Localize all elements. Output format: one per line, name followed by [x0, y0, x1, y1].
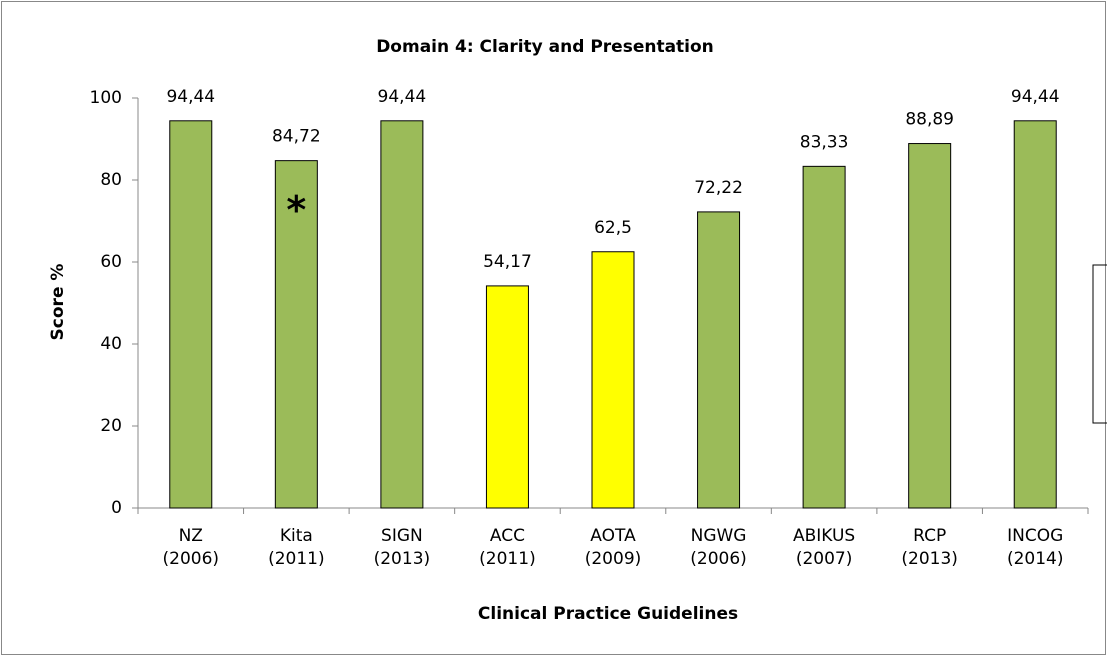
- x-tick-label: (2014): [1007, 549, 1064, 569]
- legend-box: [1092, 264, 1107, 424]
- x-tick-label: (2006): [163, 549, 220, 569]
- value-label: 94,44: [378, 87, 427, 107]
- x-tick-label: ABIKUS: [793, 526, 855, 546]
- annotation: *: [286, 188, 306, 232]
- x-axis-title: Clinical Practice Guidelines: [478, 604, 738, 624]
- value-label: 94,44: [166, 87, 215, 107]
- chart-title: Domain 4: Clarity and Presentation: [376, 37, 714, 57]
- bar: [908, 143, 952, 509]
- x-tick-label: NZ: [179, 526, 203, 546]
- x-tick-label: (2011): [479, 549, 536, 569]
- x-tick-label: NGWG: [691, 526, 747, 546]
- x-tick-label: (2006): [690, 549, 747, 569]
- x-tick-label: (2013): [901, 549, 958, 569]
- x-tick-label: INCOG: [1007, 526, 1063, 546]
- x-tick-label: ACC: [490, 526, 525, 546]
- y-tick-label: 20: [100, 416, 122, 436]
- x-tick-label: (2011): [268, 549, 325, 569]
- x-tick-label: (2009): [585, 549, 642, 569]
- x-tick-label: Kita: [280, 526, 313, 546]
- y-tick-label: 80: [100, 170, 122, 190]
- bar: [274, 160, 318, 509]
- y-tick-label: 40: [100, 334, 122, 354]
- bar: [1013, 120, 1057, 509]
- value-label: 94,44: [1011, 87, 1060, 107]
- value-label: 62,5: [594, 218, 632, 238]
- value-label: 83,33: [800, 132, 849, 152]
- y-tick-label: 0: [111, 498, 122, 518]
- bar: [380, 120, 424, 509]
- x-tick-label: (2013): [374, 549, 431, 569]
- bar: [802, 165, 846, 509]
- y-tick-label: 60: [100, 252, 122, 272]
- bar: [485, 285, 529, 509]
- bar: [697, 211, 741, 509]
- y-axis-title: Score %: [48, 264, 68, 341]
- y-tick-label: 100: [90, 88, 122, 108]
- x-tick-label: RCP: [913, 526, 946, 546]
- value-label: 88,89: [905, 110, 954, 130]
- value-label: 54,17: [483, 252, 532, 272]
- x-tick-label: (2007): [796, 549, 853, 569]
- value-label: 84,72: [272, 127, 321, 147]
- x-tick-label: AOTA: [590, 526, 636, 546]
- x-tick-label: SIGN: [381, 526, 423, 546]
- value-label: 72,22: [694, 178, 743, 198]
- bar: [591, 251, 635, 509]
- bar: [169, 120, 213, 509]
